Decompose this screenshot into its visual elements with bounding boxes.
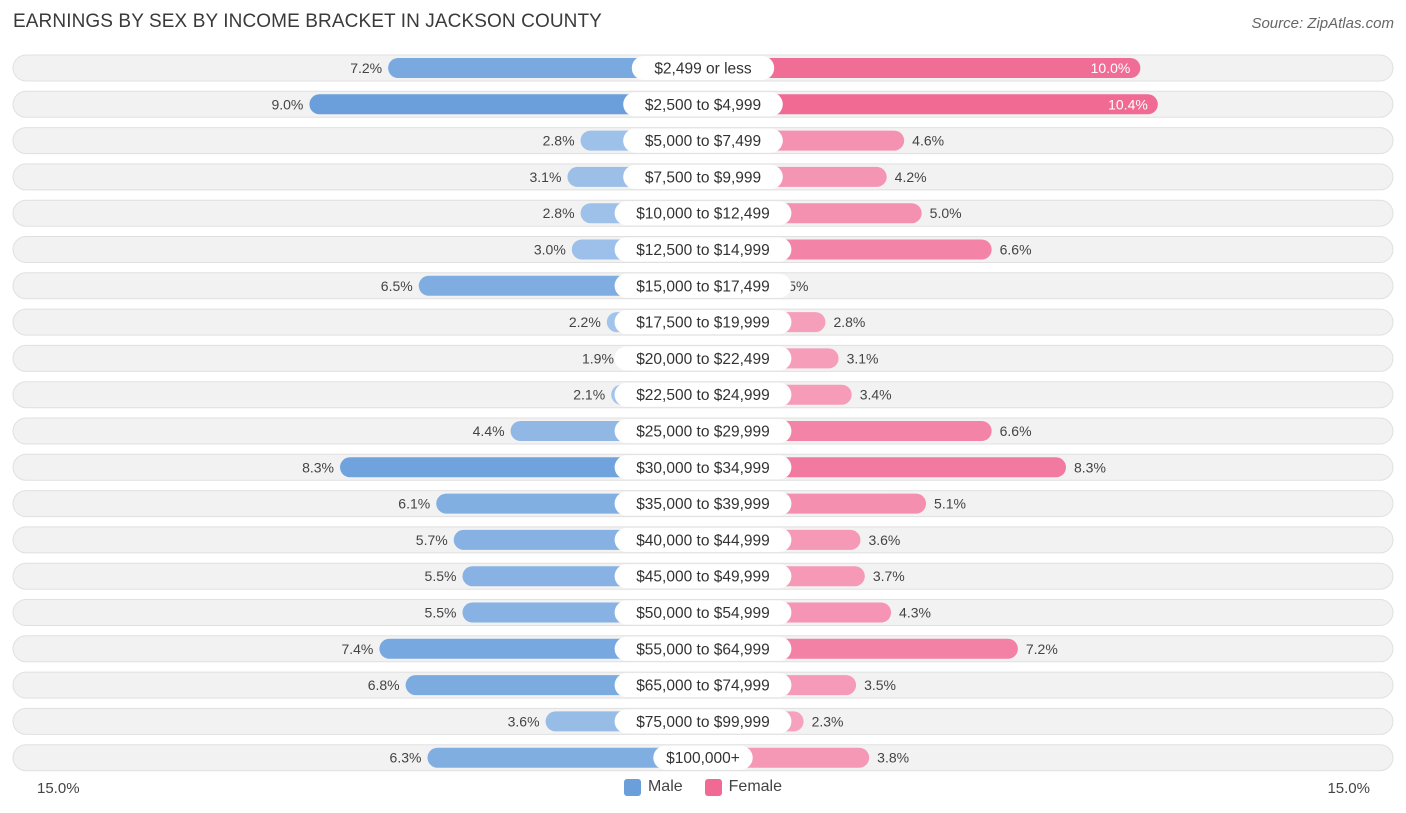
male-value-label: 9.0%: [271, 96, 303, 112]
legend-male-label: Male: [647, 778, 683, 795]
male-value-label: 2.2%: [569, 314, 601, 330]
category-label: $35,000 to $39,999: [636, 496, 770, 513]
category-pill: [614, 455, 792, 480]
category-pill: [623, 92, 783, 117]
male-value-label: 5.5%: [425, 568, 457, 584]
source-label: Source: ZipAtlas.com: [1251, 15, 1394, 32]
male-value-label: 1.9%: [582, 350, 614, 366]
category-pill: [614, 382, 792, 407]
male-value-label: 3.6%: [508, 713, 540, 729]
category-label: $65,000 to $74,999: [636, 678, 770, 695]
male-bar: [309, 94, 703, 115]
female-value-label: 7.2%: [1026, 641, 1058, 657]
axis-right-label: 15.0%: [1327, 780, 1370, 797]
male-value-label: 7.4%: [341, 641, 373, 657]
male-value-label: 3.1%: [530, 169, 562, 185]
female-value-label: 4.2%: [895, 169, 927, 185]
category-pill: [631, 56, 775, 80]
male-bar: [388, 58, 703, 78]
male-value-label: 8.3%: [302, 459, 334, 475]
female-value-label: 3.8%: [877, 750, 909, 766]
category-label: $25,000 to $29,999: [636, 424, 770, 441]
male-value-label: 3.0%: [534, 242, 566, 258]
female-value-label: 3.7%: [873, 568, 905, 584]
male-value-label: 6.1%: [398, 496, 430, 512]
female-value-label: 4.3%: [899, 605, 931, 621]
category-label: $55,000 to $64,999: [636, 641, 770, 658]
category-pill: [653, 745, 753, 770]
category-pill: [614, 491, 792, 516]
female-value-label: 2.3%: [812, 713, 844, 729]
legend-female-label: Female: [728, 778, 783, 795]
category-pill: [614, 636, 792, 661]
category-label: $15,000 to $17,499: [636, 278, 770, 295]
female-value-label: 3.5%: [864, 677, 896, 693]
female-value-label: 5.1%: [934, 496, 966, 512]
female-value-label: 10.4%: [1108, 96, 1148, 112]
legend: Male Female: [0, 778, 1406, 796]
category-pill: [614, 201, 792, 226]
male-value-label: 6.5%: [381, 278, 413, 294]
category-label: $40,000 to $44,999: [636, 532, 770, 549]
category-pill: [623, 128, 783, 153]
category-label: $30,000 to $34,999: [636, 460, 770, 477]
female-bar: [703, 94, 1158, 115]
category-pill: [614, 564, 792, 589]
axis-left-label: 15.0%: [37, 780, 80, 797]
category-label: $100,000+: [666, 750, 740, 767]
male-value-label: 2.1%: [573, 387, 605, 403]
female-bar: [703, 457, 1066, 478]
female-value-label: 6.6%: [1000, 423, 1032, 439]
category-label: $2,499 or less: [654, 61, 752, 78]
female-value-label: 3.4%: [860, 387, 892, 403]
male-value-label: 5.7%: [416, 532, 448, 548]
category-label: $12,500 to $14,999: [636, 242, 770, 259]
male-value-label: 2.8%: [543, 205, 575, 221]
female-swatch-icon: [704, 778, 722, 796]
category-pill: [614, 237, 792, 262]
category-label: $7,500 to $9,999: [645, 169, 761, 186]
male-bar: [340, 457, 703, 478]
female-value-label: 10.0%: [1091, 60, 1131, 76]
category-pill: [623, 164, 783, 189]
female-value-label: 3.1%: [847, 350, 879, 366]
category-pill: [614, 273, 792, 298]
female-value-label: 4.6%: [912, 133, 944, 149]
category-label: $75,000 to $99,999: [636, 714, 770, 731]
male-value-label: 2.8%: [543, 133, 575, 149]
female-value-label: 8.3%: [1074, 459, 1106, 475]
category-label: $50,000 to $54,999: [636, 605, 770, 622]
female-value-label: 5.0%: [930, 205, 962, 221]
male-value-label: 7.2%: [350, 60, 382, 76]
male-value-label: 5.5%: [425, 605, 457, 621]
category-pill: [614, 600, 792, 625]
category-pill: [614, 346, 792, 371]
female-bar: [703, 58, 1141, 78]
category-label: $20,000 to $22,499: [636, 351, 770, 368]
category-pill: [614, 673, 792, 698]
female-value-label: 2.8%: [833, 314, 865, 330]
category-label: $10,000 to $12,499: [636, 206, 770, 223]
category-label: $45,000 to $49,999: [636, 569, 770, 586]
category-pill: [614, 527, 792, 552]
male-value-label: 4.4%: [473, 423, 505, 439]
male-bar: [427, 747, 703, 768]
legend-item-female[interactable]: Female: [704, 778, 783, 796]
legend-item-male[interactable]: Male: [623, 778, 683, 796]
category-pill: [614, 709, 792, 734]
chart-title: EARNINGS BY SEX BY INCOME BRACKET IN JAC…: [13, 11, 602, 32]
category-label: $2,500 to $4,999: [645, 97, 761, 114]
male-value-label: 6.3%: [390, 750, 422, 766]
category-label: $22,500 to $24,999: [636, 387, 770, 404]
female-value-label: 6.6%: [1000, 242, 1032, 258]
category-label: $5,000 to $7,499: [645, 133, 761, 150]
female-value-label: 3.6%: [868, 532, 900, 548]
category-pill: [614, 310, 792, 335]
male-swatch-icon: [623, 778, 641, 796]
category-pill: [614, 419, 792, 443]
male-value-label: 6.8%: [368, 677, 400, 693]
category-label: $17,500 to $19,999: [636, 315, 770, 332]
